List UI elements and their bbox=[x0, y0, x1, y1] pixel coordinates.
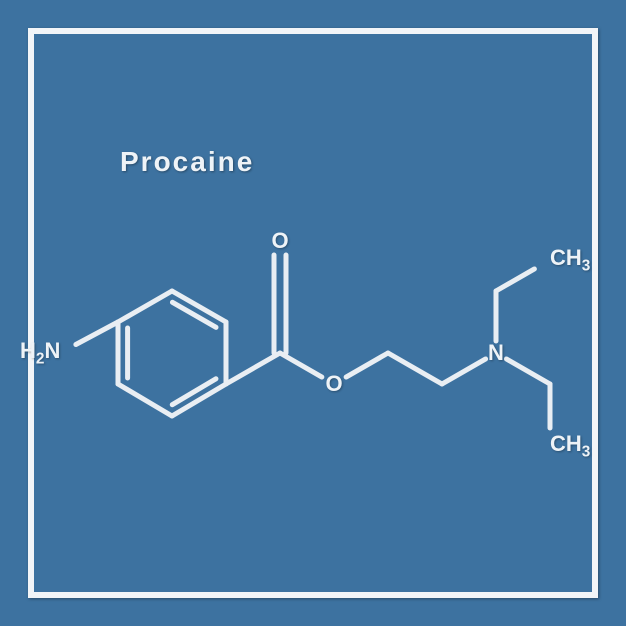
atom-label-ch3b: CH3 bbox=[550, 431, 590, 461]
molecule-diagram bbox=[0, 0, 626, 626]
atom-label-o9: O bbox=[326, 371, 343, 397]
atom-label-n12: N bbox=[488, 340, 504, 366]
atom-label-nh2: H2N bbox=[20, 338, 60, 368]
atom-label-o8: O bbox=[272, 228, 289, 254]
atom-label-ch3a: CH3 bbox=[550, 245, 590, 275]
canvas: Procaine H2NOONCH3CH3 bbox=[0, 0, 626, 626]
